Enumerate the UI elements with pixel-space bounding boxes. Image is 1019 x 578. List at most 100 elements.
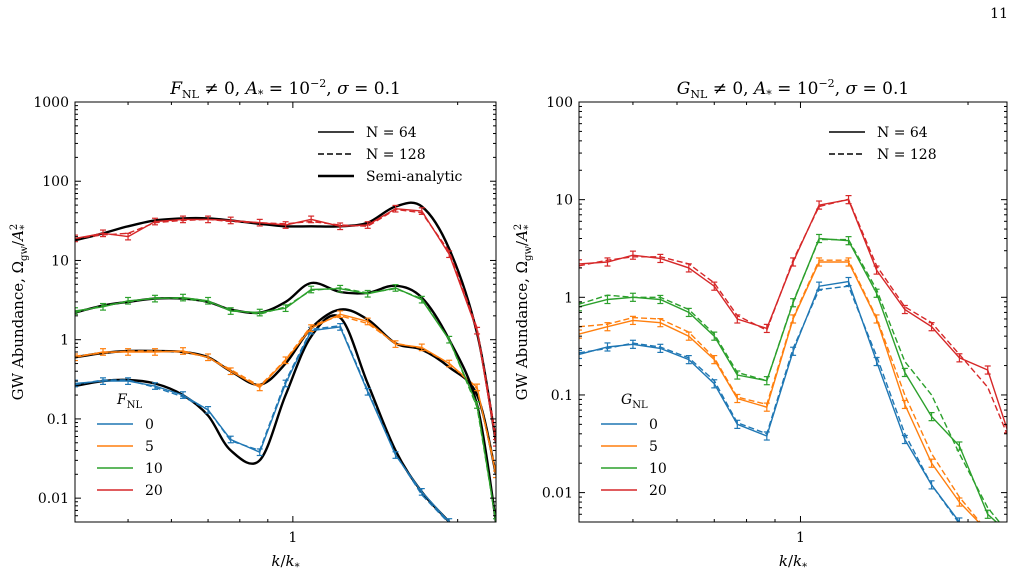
plot-frame — [74, 101, 497, 523]
legend-style-label: N = 64 — [877, 125, 928, 141]
legend-label: 10 — [649, 461, 667, 477]
errorbar-0 — [873, 356, 880, 367]
errorbar-5 — [75, 353, 78, 362]
semi-analytic-line-5 — [75, 308, 496, 475]
x-tick-label: 1 — [796, 530, 805, 546]
errorbar-10 — [1004, 527, 1010, 535]
errorbar-10 — [256, 308, 263, 317]
y-tick-label: 10 — [555, 193, 573, 209]
errorbar-20 — [734, 314, 741, 324]
errorbar-10 — [493, 518, 496, 522]
y-tick-label: 1 — [60, 333, 69, 349]
errorbar-10 — [180, 293, 187, 302]
chart-title: GNL ≠ 0, A* = 10−2, σ = 0.1 — [677, 77, 909, 101]
legend-styles: N = 64 N = 128 Semi-analytic — [318, 125, 463, 185]
page-number: 11 — [990, 6, 1008, 22]
errorbar-0 — [579, 349, 582, 360]
errorbar-10 — [790, 298, 797, 308]
y-tick-label: 1000 — [33, 95, 69, 111]
errorbar-20 — [763, 323, 770, 334]
legend-style-label: N = 64 — [366, 125, 417, 141]
errorbar-20 — [604, 257, 611, 267]
legend-label: 10 — [145, 461, 163, 477]
legend-label: 20 — [649, 483, 667, 499]
errorbar-0 — [125, 377, 132, 385]
errorbar-10 — [629, 292, 636, 302]
errorbar-0 — [474, 550, 480, 557]
errorbar-0 — [956, 517, 963, 522]
errorbar-5 — [816, 257, 823, 267]
errorbar-5 — [446, 359, 453, 368]
errorbar-10 — [657, 294, 664, 305]
errorbar-0 — [1004, 557, 1010, 565]
errorbar-5 — [180, 347, 187, 355]
legend-label: 5 — [145, 439, 154, 455]
errorbar-5 — [227, 367, 234, 376]
errorbar-5 — [100, 348, 107, 356]
errorbar-10 — [282, 304, 289, 313]
errorbar-0 — [790, 346, 797, 356]
errorbar-20 — [282, 221, 289, 229]
errorbar-20 — [845, 195, 852, 205]
errorbar-5 — [604, 322, 611, 332]
errorbar-20 — [180, 215, 187, 224]
n128-line-0 — [579, 285, 960, 522]
errorbar-20 — [474, 326, 481, 335]
legend-label: 0 — [145, 417, 154, 433]
errorbar-0 — [418, 487, 425, 496]
errorbar-20 — [816, 200, 823, 210]
errorbar-0 — [763, 431, 770, 441]
errorbar-0 — [227, 435, 234, 444]
errorbar-10 — [308, 285, 315, 294]
chart-fnl: FNL ≠ 0, A* = 10−2, σ = 0.10.010.1110100… — [9, 77, 499, 578]
legend-style-label: Semi-analytic — [366, 169, 463, 185]
x-tick-label: 1 — [288, 530, 297, 546]
errorbar-0 — [816, 281, 823, 291]
legend-label: 20 — [145, 483, 163, 499]
y-axis: 0.01 0.1 1 10 10 0 — [542, 95, 1007, 523]
errorbar-0 — [151, 382, 158, 390]
plot-frame — [578, 101, 1008, 523]
errorbar-0 — [282, 379, 289, 388]
y-tick-label: 0.1 — [551, 388, 573, 404]
errorbar-5 — [337, 310, 344, 319]
errorbar-10 — [984, 509, 991, 519]
errorbar-20 — [392, 204, 399, 213]
y-axis-label: GW Abundance, Ωgw/A2* — [9, 224, 30, 401]
errorbar-5 — [985, 527, 991, 535]
errorbar-5 — [685, 331, 692, 341]
errorbar-0 — [685, 354, 692, 365]
errorbar-10 — [227, 307, 234, 315]
errorbar-0 — [180, 391, 187, 399]
errorbar-0 — [392, 451, 399, 459]
chart-title: FNL ≠ 0, A* = 10−2, σ = 0.1 — [169, 77, 401, 101]
errorbar-5 — [790, 314, 797, 324]
n64-line-20 — [579, 198, 1007, 430]
errorbar-20 — [337, 222, 344, 231]
errorbar-10 — [604, 294, 611, 305]
legend-style-label: N = 128 — [877, 147, 937, 163]
errorbar-10 — [392, 284, 399, 292]
n64-line-10 — [579, 237, 998, 522]
legend-title: FNL — [116, 392, 142, 411]
errorbar-0 — [205, 406, 212, 414]
y-tick-label: 100 — [42, 174, 69, 190]
legend-label: 0 — [649, 417, 658, 433]
x-axis: 1 — [578, 102, 969, 546]
x-axis-label: k/k* — [779, 552, 807, 573]
n128-line-10 — [579, 238, 1001, 522]
errorbar-10 — [151, 294, 158, 303]
y-tick-label: 0.01 — [542, 486, 573, 502]
y-tick-label: 1 — [564, 290, 573, 306]
errorbar-0 — [604, 342, 611, 352]
y-tick-label: 0.01 — [38, 491, 69, 507]
errorbar-10 — [125, 296, 132, 305]
errorbar-0 — [629, 339, 636, 349]
errorbar-0 — [657, 343, 664, 354]
errorbar-5 — [418, 343, 425, 352]
errorbar-0 — [493, 574, 499, 578]
errorbar-20 — [685, 263, 692, 273]
